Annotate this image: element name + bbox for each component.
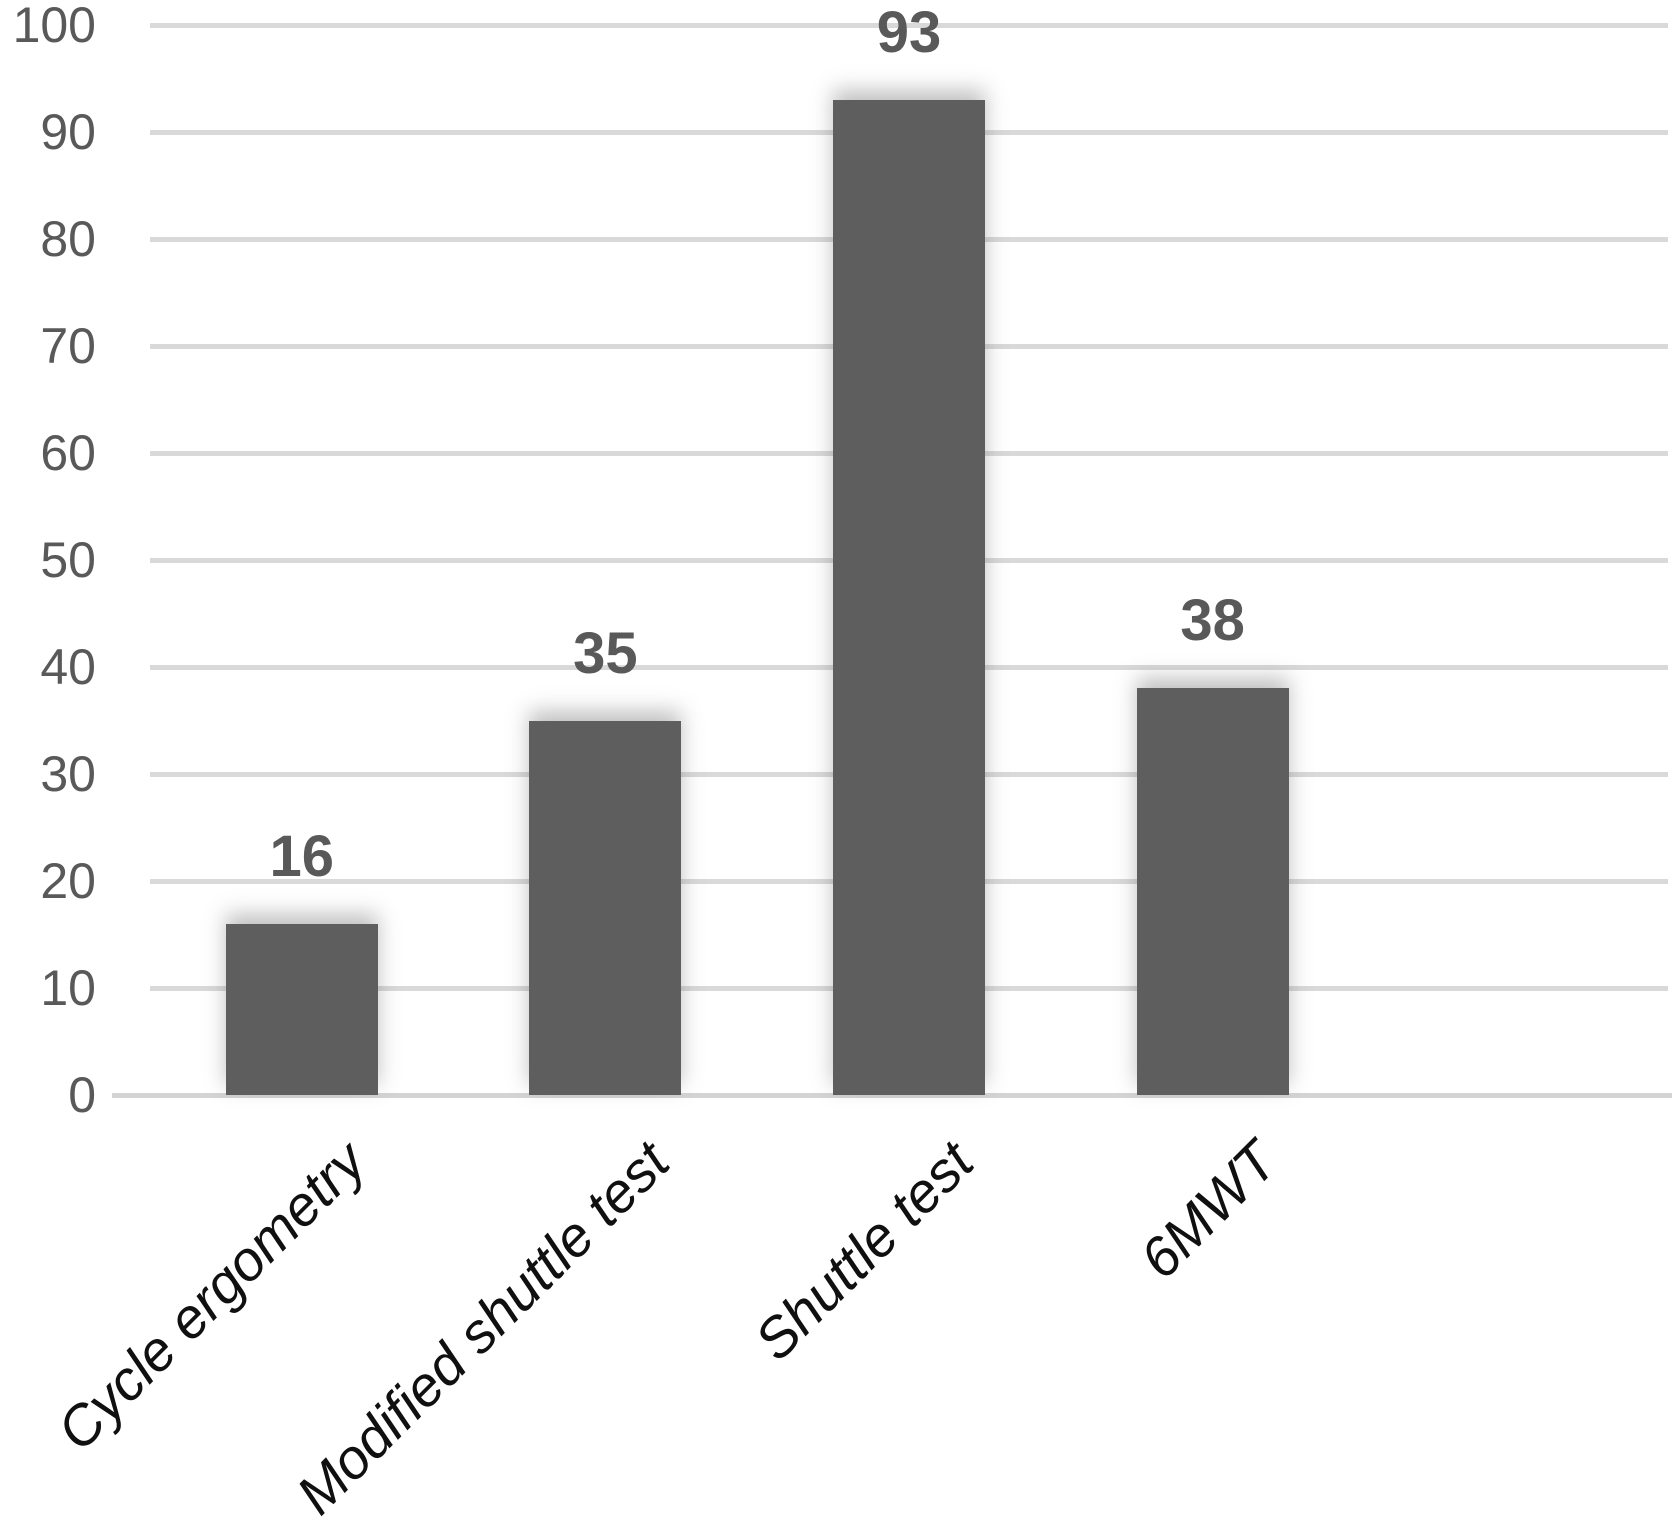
y-tick-label-90: 90 <box>40 104 96 160</box>
y-tick-label-30: 30 <box>40 746 96 802</box>
x-axis-line <box>112 1092 1672 1098</box>
x-category-label-cycle-ergometry: Cycle ergometry <box>44 1129 378 1463</box>
y-tick-label-70: 70 <box>40 318 96 374</box>
bar-shuttle-test <box>833 99 985 1095</box>
y-tick-label-40: 40 <box>40 639 96 695</box>
y-tick-label-20: 20 <box>40 853 96 909</box>
y-tick-label-10: 10 <box>40 960 96 1016</box>
x-category-label-6mwt: 6MWT <box>1127 1129 1289 1291</box>
y-tick-label-50: 50 <box>40 532 96 588</box>
bar-value-label-6mwt: 38 <box>1180 588 1245 654</box>
bar-value-label-cycle-ergometry: 16 <box>269 823 335 889</box>
y-tick-label-100: 100 <box>12 0 96 53</box>
x-category-label-shuttle-test: Shuttle test <box>742 1129 985 1372</box>
bar-modified-shuttle-test <box>529 720 682 1095</box>
bar-cycle-ergometry <box>225 923 378 1095</box>
y-tick-label-0: 0 <box>68 1067 96 1123</box>
bar-6mwt <box>1136 688 1289 1095</box>
bar-value-label-modified-shuttle-test: 35 <box>573 620 638 686</box>
y-tick-label-80: 80 <box>40 211 96 267</box>
bar-value-label-shuttle-test: 93 <box>876 0 942 65</box>
gridline-100 <box>150 22 1668 28</box>
y-tick-label-60: 60 <box>40 425 96 481</box>
